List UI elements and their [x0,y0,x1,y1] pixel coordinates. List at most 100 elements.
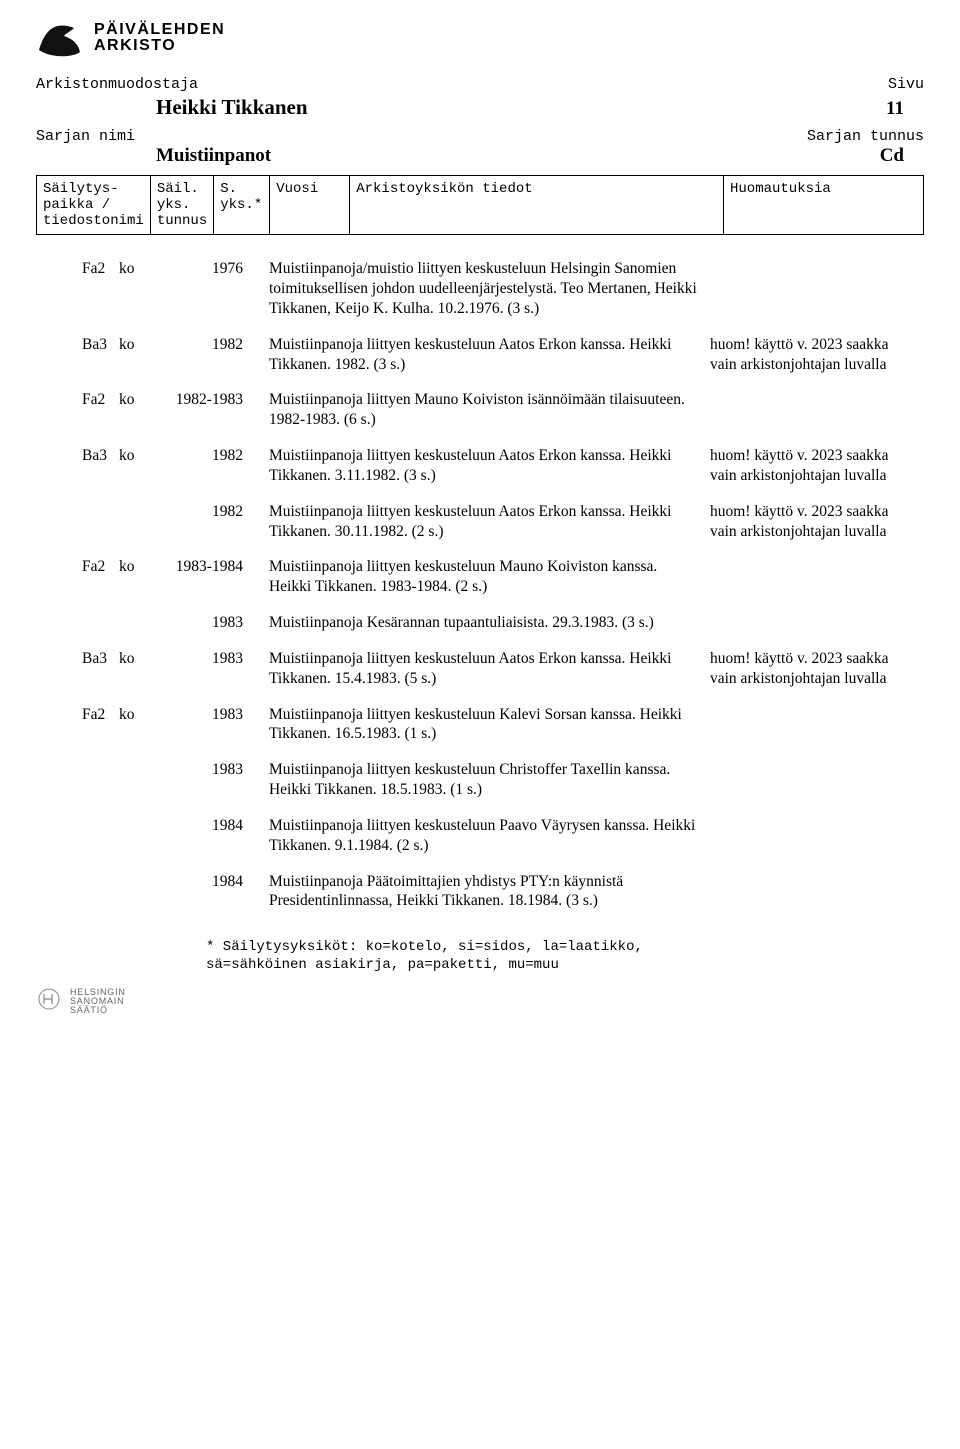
label-sivu: Sivu [888,76,924,93]
cell-unit: ko [113,253,163,328]
cell-desc: Muistiinpanoja liittyen keskusteluun Mau… [263,551,704,607]
cell-unit: ko [113,643,163,699]
cell-loc [36,496,113,552]
footer-l3: SÄÄTIÖ [70,1006,126,1015]
series-name: Muistiinpanot [36,145,271,167]
cell-desc: Muistiinpanoja liittyen keskusteluun Kal… [263,699,704,755]
cell-year: 1983 [163,754,263,810]
bird-logo-icon [36,18,84,58]
table-row: Fa2ko1982-1983Muistiinpanoja liittyen Ma… [36,384,924,440]
header-line-4: Muistiinpanot Cd [36,145,924,167]
cell-loc: Ba3 [36,440,113,496]
footnote-line1: * Säilytysyksiköt: ko=kotelo, si=sidos, … [206,939,924,957]
masthead-title: PÄIVÄLEHDEN ARKISTO [94,22,225,55]
table-row: Fa2ko1983Muistiinpanoja liittyen keskust… [36,699,924,755]
cell-year: 1976 [163,253,263,328]
title-name: Heikki Tikkanen [36,95,308,120]
masthead: PÄIVÄLEHDEN ARKISTO [36,18,924,58]
cell-year: 1982-1983 [163,384,263,440]
cell-note [704,551,924,607]
table-row: Ba3ko1983Muistiinpanoja liittyen keskust… [36,643,924,699]
cell-unit: ko [113,551,163,607]
col-header-4: Vuosi [270,176,350,235]
cell-loc: Ba3 [36,329,113,385]
cell-unit [113,754,163,810]
table-row: Fa2ko1976Muistiinpanoja/muistio liittyen… [36,253,924,328]
cell-note [704,384,924,440]
footer-text: HELSINGIN SANOMAIN SÄÄTIÖ [70,988,126,1016]
footnote: * Säilytysyksiköt: ko=kotelo, si=sidos, … [36,939,924,974]
cell-unit [113,607,163,643]
table-row: Ba3ko1982Muistiinpanoja liittyen keskust… [36,329,924,385]
cell-note: huom! käyttö v. 2023 saakka vain arkisto… [704,643,924,699]
cell-desc: Muistiinpanoja/muistio liittyen keskuste… [263,253,704,328]
cell-loc [36,810,113,866]
page-number: 11 [886,98,924,120]
cell-year: 1983 [163,643,263,699]
header-line-1: Arkistonmuodostaja Sivu [36,76,924,93]
cell-desc: Muistiinpanoja Kesärannan tupaantuliaisi… [263,607,704,643]
cell-year: 1983 [163,607,263,643]
cell-note [704,866,924,922]
header-line-3: Sarjan nimi Sarjan tunnus [36,128,924,145]
table-row: 1983Muistiinpanoja liittyen keskusteluun… [36,754,924,810]
col-header-1: Säilytys- paikka / tiedostonimi [37,176,151,235]
cell-loc [36,754,113,810]
cell-unit: ko [113,440,163,496]
column-header-table: Säilytys- paikka / tiedostonimi Säil. yk… [36,175,924,235]
label-sarjan-nimi: Sarjan nimi [36,128,135,145]
cell-unit: ko [113,699,163,755]
cell-note [704,253,924,328]
cell-desc: Muistiinpanoja Päätoimittajien yhdistys … [263,866,704,922]
cell-unit [113,866,163,922]
cell-unit [113,810,163,866]
cell-unit: ko [113,329,163,385]
table-row: Ba3ko1982Muistiinpanoja liittyen keskust… [36,440,924,496]
series-code: Cd [880,145,924,167]
cell-loc: Fa2 [36,384,113,440]
cell-note: huom! käyttö v. 2023 saakka vain arkisto… [704,496,924,552]
footer: HELSINGIN SANOMAIN SÄÄTIÖ [36,986,924,1017]
cell-year: 1982 [163,496,263,552]
cell-loc: Fa2 [36,253,113,328]
cell-year: 1982 [163,440,263,496]
cell-desc: Muistiinpanoja liittyen keskusteluun Paa… [263,810,704,866]
cell-loc: Ba3 [36,643,113,699]
col-header-2: Säil. yks. tunnus [150,176,213,235]
cell-note [704,754,924,810]
cell-note [704,810,924,866]
cell-year: 1983 [163,699,263,755]
col-header-5: Arkistoyksikön tiedot [350,176,724,235]
cell-note [704,607,924,643]
cell-unit: ko [113,384,163,440]
data-table: Fa2ko1976Muistiinpanoja/muistio liittyen… [36,253,924,921]
masthead-line1: PÄIVÄLEHDEN [94,22,225,38]
cell-desc: Muistiinpanoja liittyen keskusteluun Aat… [263,496,704,552]
table-row: Fa2ko1983-1984Muistiinpanoja liittyen ke… [36,551,924,607]
cell-desc: Muistiinpanoja liittyen keskusteluun Chr… [263,754,704,810]
table-row: 1984Muistiinpanoja Päätoimittajien yhdis… [36,866,924,922]
label-arkistonmuodostaja: Arkistonmuodostaja [36,76,198,93]
cell-year: 1982 [163,329,263,385]
table-row: 1982Muistiinpanoja liittyen keskusteluun… [36,496,924,552]
cell-note: huom! käyttö v. 2023 saakka vain arkisto… [704,329,924,385]
cell-loc [36,607,113,643]
cell-loc [36,866,113,922]
cell-loc: Fa2 [36,551,113,607]
foundation-logo-icon [36,986,62,1017]
col-header-3: S. yks.* [214,176,270,235]
cell-year: 1984 [163,866,263,922]
footnote-line2: sä=sähköinen asiakirja, pa=paketti, mu=m… [206,957,924,975]
cell-desc: Muistiinpanoja liittyen keskusteluun Aat… [263,329,704,385]
cell-desc: Muistiinpanoja liittyen Mauno Koiviston … [263,384,704,440]
table-row: 1984Muistiinpanoja liittyen keskusteluun… [36,810,924,866]
cell-note: huom! käyttö v. 2023 saakka vain arkisto… [704,440,924,496]
cell-unit [113,496,163,552]
cell-note [704,699,924,755]
label-sarjan-tunnus: Sarjan tunnus [807,128,924,145]
table-row: 1983Muistiinpanoja Kesärannan tupaantuli… [36,607,924,643]
cell-year: 1984 [163,810,263,866]
cell-year: 1983-1984 [163,551,263,607]
masthead-line2: ARKISTO [94,38,225,54]
header-line-2: Heikki Tikkanen 11 [36,95,924,120]
